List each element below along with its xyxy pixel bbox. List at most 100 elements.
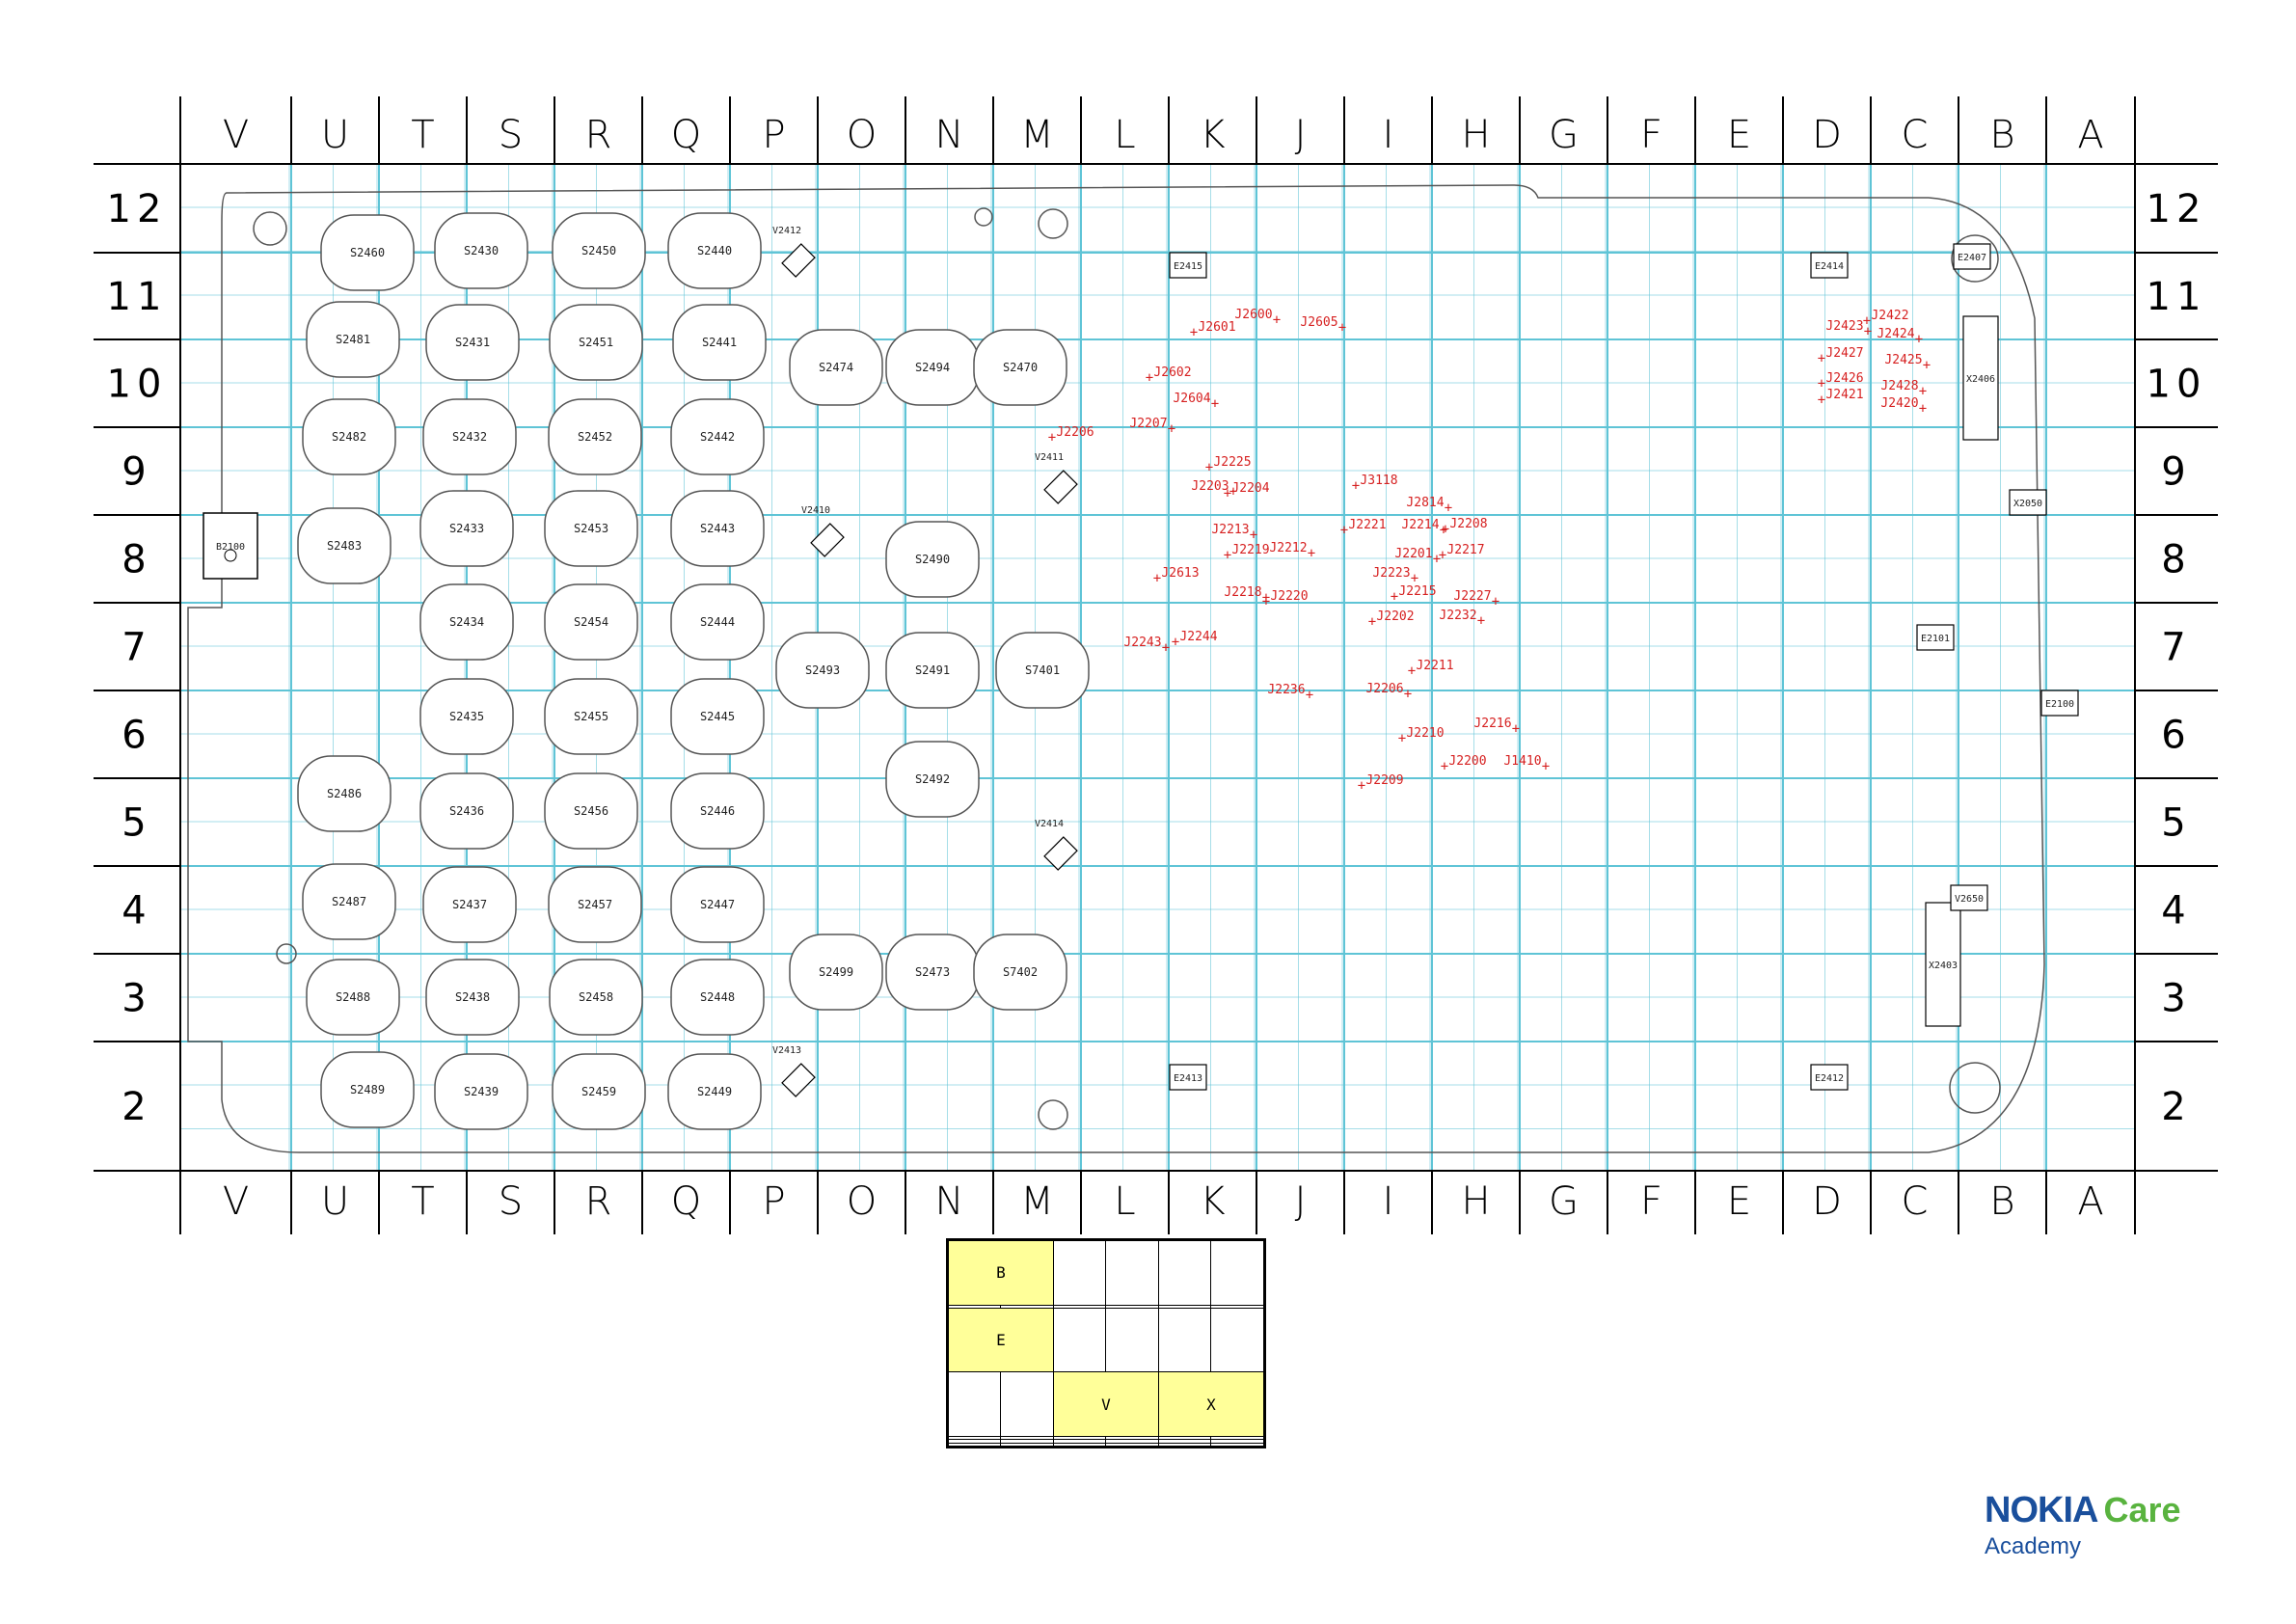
component-body [667,1053,762,1130]
component-label: S2450 [581,244,616,257]
component-body [670,678,765,755]
testpoint-label: J2202 [1376,609,1414,624]
mounting-hole [1038,1099,1068,1130]
testpoint-j2208: J2208+ [1442,517,1488,537]
row-labels: 12 12 11 11 10 10 9 9 8 8 7 7 6 6 5 5 4 4 3 3 2 2 [107,187,2207,1129]
column-label-top: P [762,113,785,157]
testpoint-marker: + [1477,613,1485,629]
row-label-right: 11 [2147,275,2207,319]
component-label: S2438 [455,990,490,1004]
component-body [672,304,767,381]
testpoint-marker: + [1411,571,1418,586]
row-label-left: 9 [122,450,151,495]
testpoint-label: J2426 [1825,371,1863,386]
component-body [549,959,643,1036]
component-label: V2414 [1035,819,1064,829]
testpoint-marker: + [1818,351,1825,366]
component-s2456: S2456 [544,772,638,850]
testpoint-j2211: J2211+ [1408,659,1454,679]
testpoint-label: J2236 [1267,683,1305,697]
component-label: V2413 [772,1045,801,1056]
column-label-bottom: U [321,1179,349,1224]
component-label: V2410 [801,505,830,516]
component-body [885,521,980,598]
component-body [810,523,845,557]
testpoint-label: J2206 [1056,425,1094,440]
component-label: S2453 [574,522,608,535]
testpoint-label: J2221 [1348,518,1386,532]
row-label-right: 9 [2161,450,2191,495]
testpoint-label: J2244 [1179,630,1217,644]
testpoint-marker: + [1338,320,1346,336]
component-body [1916,624,1955,651]
column-label-top: V [223,113,249,157]
row-label-left: 6 [122,714,151,758]
component-s2435: S2435 [419,678,514,755]
column-label-top: R [585,113,612,157]
testpoint-j2215: J2215+ [1391,584,1437,605]
testpoint-j2420: J2420 + [1880,396,1927,417]
component-label: S2458 [579,990,613,1004]
component-s2445: S2445 [670,678,765,755]
testpoint-label: J2601 [1198,320,1235,335]
component-body [425,304,520,381]
testpoint-marker: + [1923,358,1931,373]
component-s2430: S2430 [434,212,528,289]
testpoint-j2426: J2426+ [1818,371,1864,392]
component-body [670,866,765,943]
testpoint-j2601: J2601+ [1190,320,1236,340]
testpoint-j2216: J2216 + [1473,717,1520,737]
component-s2443: S2443 [670,490,765,567]
testpoint-j2236: J2236 + [1267,683,1313,703]
testpoint-j2202: J2202+ [1368,609,1415,630]
testpoint-label: J2613 [1161,566,1199,581]
component-e2414: E2414 [1810,252,1849,279]
component-label: E2412 [1815,1073,1844,1084]
row-label-left: 5 [122,801,151,846]
mounting-hole [1038,208,1068,239]
row-label-left: 8 [122,538,151,582]
testpoint-j2218: J2218 + [1224,585,1270,606]
component-body [2009,489,2047,516]
component-layer: S2460 S2430 S2450 S2440 V2412 S2481 S2431 S2451… [203,212,2079,1130]
column-label-top: N [935,113,964,157]
component-body [544,678,638,755]
testpoint-label: J3118 [1360,474,1397,488]
testpoint-marker: + [1445,501,1452,516]
component-s2494: S2494 [885,329,980,406]
testpoint-label: J2215 [1398,584,1436,599]
column-label-top: F [1640,113,1662,157]
testpoint-j2600: J2600 + [1234,308,1281,328]
testpoint-label: J2225 [1213,455,1251,470]
component-label: E2407 [1958,253,1986,263]
component-label: E2413 [1174,1073,1202,1084]
component-label: S2457 [578,898,612,911]
component-label: S7402 [1003,965,1038,979]
component-s2436: S2436 [419,772,514,850]
testpoint-marker: + [1408,663,1416,679]
component-s2460: S2460 [320,214,415,291]
testpoint-j2428: J2428 + [1880,379,1927,399]
testpoint-marker: + [1433,552,1441,567]
column-label-bottom: F [1640,1179,1662,1224]
testpoint-label: J2216 [1473,717,1511,731]
component-label: X2406 [1966,374,1995,385]
component-label: S2431 [455,336,490,349]
component-body [419,678,514,755]
testpoint-label: J2213 [1211,523,1249,537]
component-s2486: S2486 [297,755,392,832]
component-label: S2493 [805,663,840,677]
component-body [203,512,258,580]
testpoint-j2227: J2227 + [1453,589,1499,609]
column-label-top: I [1383,113,1394,157]
component-body [1043,470,1078,504]
nokia-care-academy-logo: NOKIA Care Academy [1985,1490,2181,1560]
component-x2406: X2406 [1962,315,1999,441]
component-s2448: S2448 [670,959,765,1036]
row-label-left: 12 [107,187,168,231]
component-body [297,507,392,584]
row-label-right: 12 [2147,187,2207,231]
testpoint-j2602: J2602+ [1146,365,1192,386]
component-label: S2454 [574,615,608,629]
component-body [548,866,642,943]
